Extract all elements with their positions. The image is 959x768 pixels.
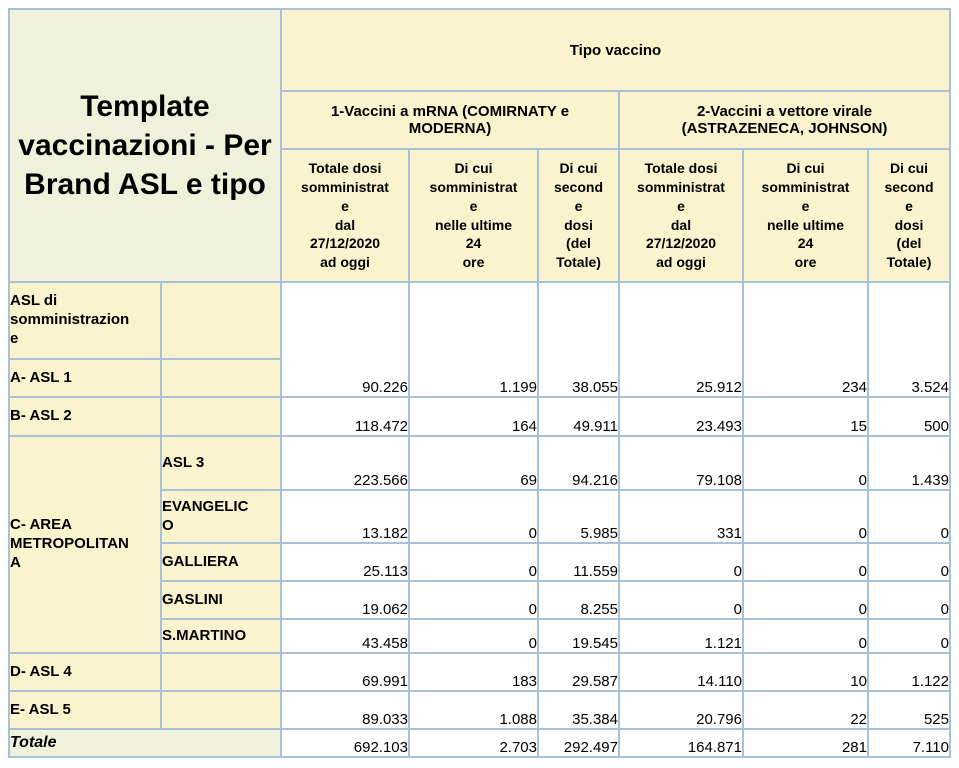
row-sublabel-empty <box>160 358 282 398</box>
row-sublabel-empty <box>160 396 282 437</box>
data-cell: 118.472 <box>280 396 410 437</box>
group-header-mrna-label: 1-Vaccini a mRNA (COMIRNATY e MODERNA) <box>330 103 570 137</box>
row-label-a-asl1: A- ASL 1 <box>8 358 162 398</box>
data-cell: 0 <box>618 542 744 582</box>
row-sublabel-empty <box>160 281 282 360</box>
row-label-e-asl5: E- ASL 5 <box>8 690 162 730</box>
column-header-seconde-dosi-mrna: Di cui second e dosi (del Totale) <box>537 148 620 283</box>
data-cell: 183 <box>408 652 539 692</box>
data-cell: 0 <box>742 435 869 491</box>
data-cell: 90.226 <box>280 281 410 398</box>
data-cell: 0 <box>867 580 951 620</box>
row-sublabel-evangelico: EVANGELIC O <box>160 489 282 544</box>
total-data-cell: 7.110 <box>867 728 951 758</box>
data-cell: 23.493 <box>618 396 744 437</box>
data-cell: 525 <box>867 690 951 730</box>
data-cell: 0 <box>742 580 869 620</box>
total-data-cell: 692.103 <box>280 728 410 758</box>
total-data-cell: 2.703 <box>408 728 539 758</box>
row-label-asl-di-somministrazione: ASL di somministrazion e <box>8 281 162 360</box>
column-header-ultime24-vettore: Di cui somministrat e nelle ultime 24 or… <box>742 148 869 283</box>
row-sublabel-gaslini: GASLINI <box>160 580 282 620</box>
data-cell: 25.113 <box>280 542 410 582</box>
column-header-totale-dosi-vettore: Totale dosi somministrat e dal 27/12/202… <box>618 148 744 283</box>
data-cell: 0 <box>408 542 539 582</box>
data-cell: 10 <box>742 652 869 692</box>
data-cell: 1.122 <box>867 652 951 692</box>
row-label-d-asl4: D- ASL 4 <box>8 652 162 692</box>
data-cell: 94.216 <box>537 435 620 491</box>
data-cell: 79.108 <box>618 435 744 491</box>
data-cell: 14.110 <box>618 652 744 692</box>
group-header-vettore-virale: 2-Vaccini a vettore virale (ASTRAZENECA,… <box>618 90 951 150</box>
row-sublabel-smartino: S.MARTINO <box>160 618 282 654</box>
data-cell: 20.796 <box>618 690 744 730</box>
vaccination-table: Template vaccinazioni - Per Brand ASL e … <box>8 8 951 758</box>
data-cell: 234 <box>742 281 869 398</box>
data-cell: 0 <box>742 542 869 582</box>
data-cell: 69.991 <box>280 652 410 692</box>
data-cell: 35.384 <box>537 690 620 730</box>
data-cell: 331 <box>618 489 744 544</box>
data-cell: 0 <box>618 580 744 620</box>
data-cell: 1.088 <box>408 690 539 730</box>
data-cell: 43.458 <box>280 618 410 654</box>
data-cell: 89.033 <box>280 690 410 730</box>
data-cell: 5.985 <box>537 489 620 544</box>
row-label-b-asl2: B- ASL 2 <box>8 396 162 437</box>
data-cell: 164 <box>408 396 539 437</box>
data-cell: 19.062 <box>280 580 410 620</box>
data-cell: 0 <box>408 489 539 544</box>
data-cell: 223.566 <box>280 435 410 491</box>
top-header-tipo-vaccino: Tipo vaccino <box>280 8 951 92</box>
data-cell: 3.524 <box>867 281 951 398</box>
data-cell: 19.545 <box>537 618 620 654</box>
total-data-cell: 164.871 <box>618 728 744 758</box>
group-header-mrna: 1-Vaccini a mRNA (COMIRNATY e MODERNA) <box>280 90 620 150</box>
data-cell: 500 <box>867 396 951 437</box>
data-cell: 38.055 <box>537 281 620 398</box>
column-header-totale-dosi-mrna: Totale dosi somministrat e dal 27/12/202… <box>280 148 410 283</box>
data-cell: 49.911 <box>537 396 620 437</box>
row-sublabel-asl3: ASL 3 <box>160 435 282 491</box>
row-label-c-area-metropolitana: C- AREA METROPOLITAN A <box>8 435 162 654</box>
data-cell: 1.199 <box>408 281 539 398</box>
data-cell: 1.121 <box>618 618 744 654</box>
data-cell: 0 <box>867 618 951 654</box>
group-header-vettore-virale-label: 2-Vaccini a vettore virale (ASTRAZENECA,… <box>681 103 888 137</box>
data-cell: 1.439 <box>867 435 951 491</box>
data-cell: 0 <box>742 489 869 544</box>
data-cell: 0 <box>867 542 951 582</box>
data-cell: 0 <box>408 618 539 654</box>
row-sublabel-empty <box>160 690 282 730</box>
column-header-ultime24-mrna: Di cui somministrat e nelle ultime 24 or… <box>408 148 539 283</box>
column-header-seconde-dosi-vettore: Di cui second e dosi (del Totale) <box>867 148 951 283</box>
total-row-label: Totale <box>8 728 282 758</box>
data-cell: 29.587 <box>537 652 620 692</box>
total-data-cell: 281 <box>742 728 869 758</box>
data-cell: 69 <box>408 435 539 491</box>
data-cell: 13.182 <box>280 489 410 544</box>
data-cell: 8.255 <box>537 580 620 620</box>
total-data-cell: 292.497 <box>537 728 620 758</box>
data-cell: 0 <box>867 489 951 544</box>
row-sublabel-galliera: GALLIERA <box>160 542 282 582</box>
table-title: Template vaccinazioni - Per Brand ASL e … <box>8 8 282 283</box>
row-sublabel-empty <box>160 652 282 692</box>
data-cell: 25.912 <box>618 281 744 398</box>
data-cell: 22 <box>742 690 869 730</box>
data-cell: 15 <box>742 396 869 437</box>
data-cell: 11.559 <box>537 542 620 582</box>
data-cell: 0 <box>408 580 539 620</box>
data-cell: 0 <box>742 618 869 654</box>
